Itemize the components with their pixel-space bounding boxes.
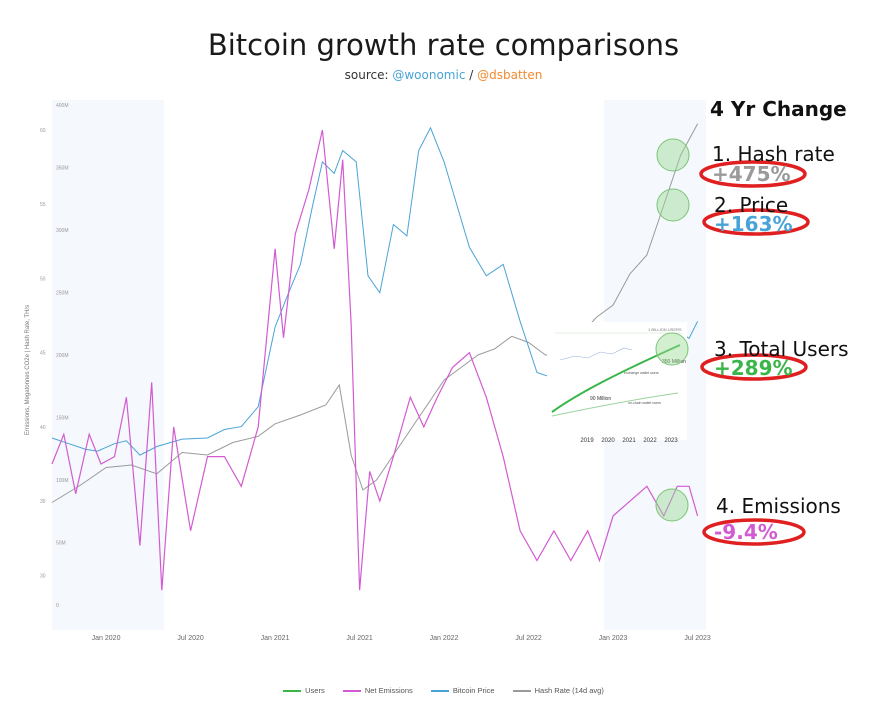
- y-axis-label: Emissions, Megatonnes CO2e | Hash Rate, …: [25, 305, 31, 435]
- x-tick-2: Jan 2021: [261, 635, 290, 642]
- legend-item-hashrate[interactable]: Hash Rate (14d avg): [512, 686, 604, 695]
- y-tick-hash-1: 50M: [56, 541, 66, 547]
- y-tick-hash-0: 0: [56, 603, 59, 609]
- metric-label-price: 2. Price: [714, 193, 789, 217]
- legend-swatch-price: [430, 690, 449, 693]
- x-axis-ticks: Jan 2020 Jul 2020 Jan 2021 Jul 2021 Jan 2022…: [92, 635, 711, 642]
- inset-blue-trace: [559, 347, 633, 361]
- metric-label-hashrate: 1. Hash rate: [712, 142, 835, 166]
- inset-label-90: 90 Million: [590, 396, 611, 402]
- inset-year-2019: 2019: [580, 438, 594, 444]
- highlight-ellipse-users: [700, 353, 808, 381]
- x-tick-4: Jan 2022: [430, 635, 459, 642]
- legend-label-users: Users: [305, 686, 325, 695]
- x-tick-6: Jan 2023: [599, 635, 628, 642]
- y-tick-emissions-3: 45: [40, 351, 46, 357]
- plot-shade-left: [52, 100, 164, 630]
- x-tick-5: Jul 2022: [515, 635, 542, 642]
- source-link-dsbatten[interactable]: @dsbatten: [477, 68, 543, 82]
- y-tick-emissions-6: 60: [40, 128, 46, 134]
- legend-swatch-emissions: [342, 690, 361, 693]
- y-tick-emissions-0: 30: [40, 573, 46, 579]
- inset-users-chart: 1 BILLION USERS 350 Million 90 Million e…: [547, 322, 687, 444]
- chart-title: Bitcoin growth rate comparisons: [207, 28, 680, 62]
- highlight-ellipse-price: [702, 208, 810, 236]
- y-tick-emissions-5: 55: [40, 202, 46, 208]
- x-tick-0: Jan 2020: [92, 635, 121, 642]
- y-tick-hash-2: 100M: [56, 478, 69, 484]
- inset-background: [547, 322, 687, 440]
- value-highlight-ellipses: [699, 160, 810, 546]
- metric-label-emissions: 4. Emissions: [716, 494, 841, 518]
- metric-value-price: +163%: [714, 212, 793, 236]
- y-tick-hash-8: 400M: [56, 103, 69, 109]
- source-link-woonomic[interactable]: @woonomic: [392, 68, 466, 82]
- endpoint-marker-price: [656, 188, 690, 222]
- legend-swatch-users: [283, 690, 302, 693]
- y-tick-emissions-4: 50: [40, 276, 46, 282]
- highlight-ellipse-emissions: [702, 518, 806, 546]
- legend-item-users[interactable]: Users: [283, 686, 325, 695]
- endpoint-marker-emissions: [655, 488, 689, 522]
- metric-value-emissions: -9.4%: [714, 520, 778, 544]
- legend-item-price[interactable]: Bitcoin Price: [430, 686, 495, 695]
- y-tick-emissions-1: 35: [40, 499, 46, 505]
- source-separator: /: [465, 68, 478, 82]
- legend-swatch-hashrate: [512, 690, 531, 693]
- y-tick-hash-6: 300M: [56, 228, 69, 234]
- inset-label-350: 350 Million: [662, 359, 686, 365]
- highlight-ellipse-hashrate: [699, 160, 807, 188]
- inset-label-onchain: on-chain wallet users: [628, 401, 661, 405]
- y-tick-hash-4: 200M: [56, 353, 69, 359]
- endpoint-marker-hashrate: [656, 138, 690, 172]
- series-line-emissions: [51, 129, 699, 591]
- metric-label-users: 3. Total Users: [714, 337, 849, 361]
- inset-year-2022: 2022: [643, 438, 657, 444]
- endpoint-markers: [655, 138, 690, 522]
- source-prefix: source:: [344, 68, 393, 82]
- series-line-hashrate: [51, 123, 699, 503]
- legend-label-price: Bitcoin Price: [452, 686, 495, 695]
- x-tick-3: Jul 2021: [346, 635, 373, 642]
- x-tick-7: Jul 2023: [684, 635, 711, 642]
- x-tick-1: Jul 2020: [177, 635, 204, 642]
- endpoint-marker-users: [655, 332, 689, 366]
- y-axis-ticks: 0 50M 100M 150M 200M 250M 300M 350M 400M 30 35 40 45…: [40, 103, 69, 609]
- inset-onchain-line: [551, 392, 679, 417]
- chart-legend: Users Net Emissions Bitcoin Price Hash R…: [0, 686, 887, 695]
- chart-source: source: @woonomic / @dsbatten: [0, 68, 887, 82]
- inset-year-2023: 2023: [664, 438, 678, 444]
- legend-item-emissions[interactable]: Net Emissions: [342, 686, 413, 695]
- y-tick-hash-3: 150M: [56, 416, 69, 422]
- legend-label-emissions: Net Emissions: [364, 686, 413, 695]
- panel-heading: 4 Yr Change: [710, 97, 847, 121]
- inset-year-2020: 2020: [601, 438, 615, 444]
- y-tick-hash-7: 350M: [56, 166, 69, 172]
- metric-value-users: +289%: [714, 356, 793, 380]
- y-tick-emissions-2: 40: [40, 425, 46, 431]
- inset-label-exchange: exchange wallet users: [624, 371, 659, 375]
- inset-label-top: 1 BILLION USERS: [648, 327, 682, 332]
- inset-year-2021: 2021: [622, 438, 636, 444]
- y-tick-hash-5: 250M: [56, 291, 69, 297]
- metric-value-hashrate: +475%: [712, 162, 791, 186]
- inset-users-line: [551, 344, 681, 413]
- legend-label-hashrate: Hash Rate (14d avg): [534, 686, 604, 695]
